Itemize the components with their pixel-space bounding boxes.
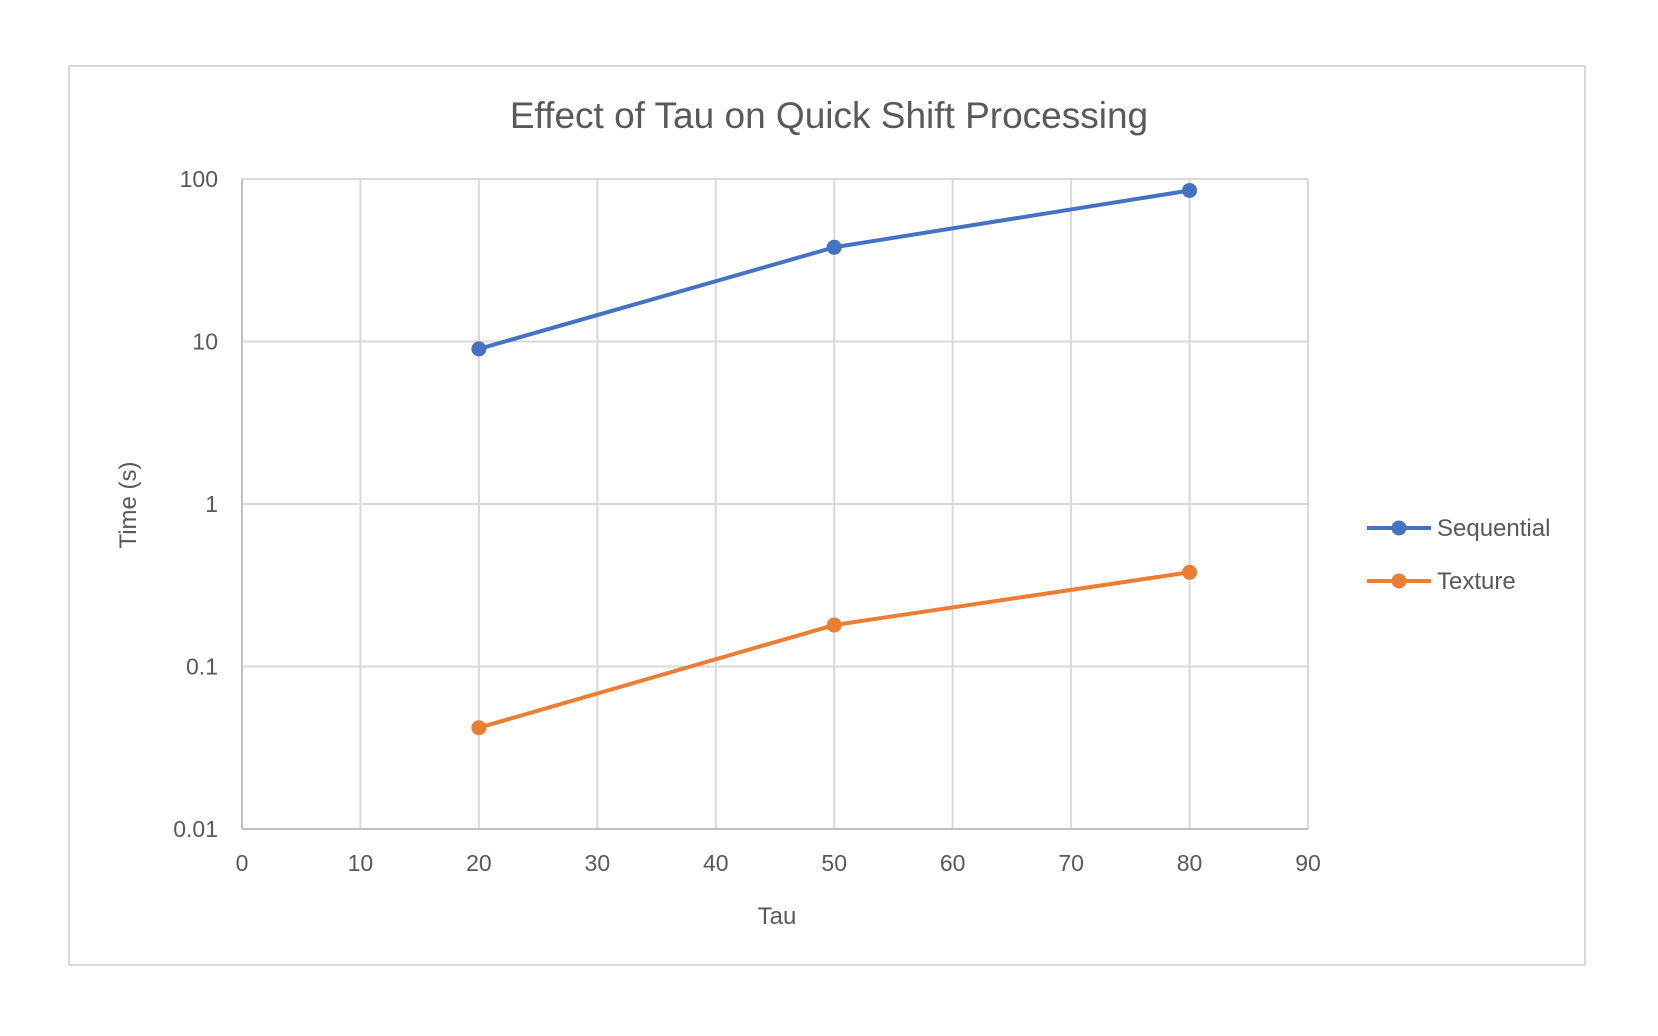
y-axis-title: Time (s) (115, 461, 142, 548)
x-tick-label: 60 (940, 850, 966, 876)
x-tick-label: 80 (1177, 850, 1203, 876)
data-point (826, 239, 842, 255)
chart-title: Effect of Tau on Quick Shift Processing (510, 95, 1148, 136)
y-tick-label: 100 (180, 166, 218, 192)
data-point (471, 341, 487, 357)
y-tick-label: 0.01 (173, 816, 218, 842)
y-tick-label: 1 (205, 491, 218, 517)
legend-label: Texture (1437, 568, 1516, 595)
chart-frame (68, 65, 1586, 966)
legend: Sequential Texture (1367, 515, 1550, 595)
y-tick-label: 10 (192, 329, 218, 355)
data-point (471, 720, 487, 736)
legend-entry: Texture (1367, 568, 1516, 595)
data-point (1182, 564, 1198, 580)
x-tick-label: 10 (348, 850, 374, 876)
x-tick-label: 0 (236, 850, 249, 876)
x-tick-label: 40 (703, 850, 729, 876)
x-axis-title: Tau (758, 903, 797, 930)
data-point (826, 617, 842, 633)
x-tick-label: 90 (1295, 850, 1321, 876)
data-point (1182, 182, 1198, 198)
legend-entry: Sequential (1367, 515, 1550, 542)
y-tick-label: 0.1 (186, 654, 218, 680)
ticks-layer: 0 10 20 30 40 50 60 70 80 90 0.01 0.1 1 10 100 (173, 166, 1321, 876)
x-tick-label: 50 (821, 850, 847, 876)
x-tick-label: 70 (1058, 850, 1084, 876)
series-texture (471, 564, 1198, 736)
series-layer (471, 182, 1198, 736)
grid-layer (242, 178, 1309, 829)
x-tick-label: 20 (466, 850, 492, 876)
axes-layer (241, 179, 1308, 830)
legend-marker-icon (1391, 520, 1407, 536)
legend-marker-icon (1391, 573, 1407, 589)
x-tick-label: 30 (585, 850, 611, 876)
legend-label: Sequential (1437, 515, 1550, 542)
series-sequential (471, 182, 1198, 357)
